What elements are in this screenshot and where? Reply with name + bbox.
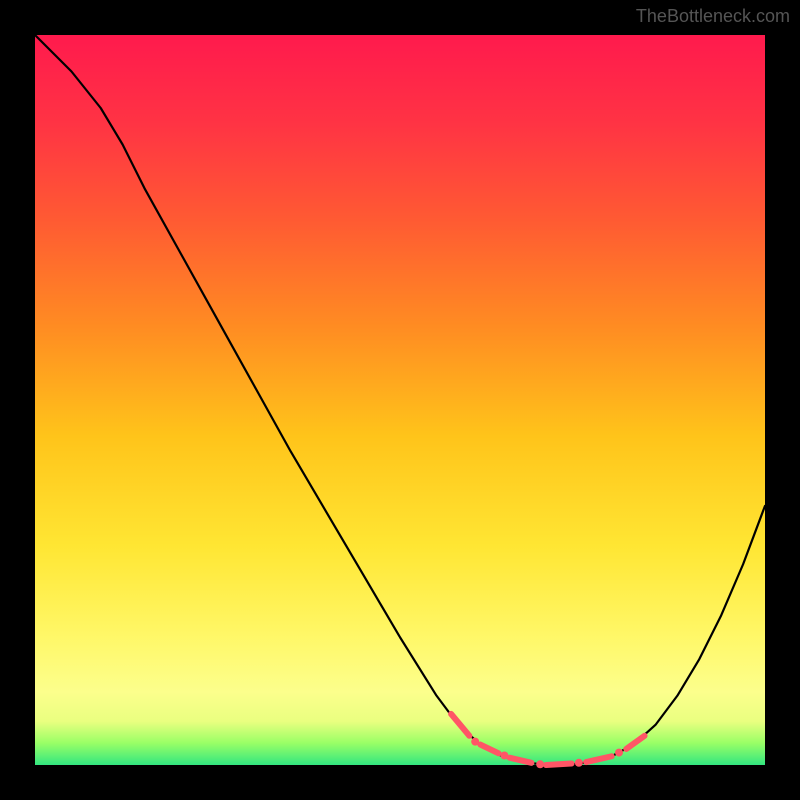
bottleneck-chart-svg: [0, 0, 800, 800]
chart-container: TheBottleneck.com: [0, 0, 800, 800]
chart-area: [0, 0, 800, 800]
watermark-text: TheBottleneck.com: [636, 6, 790, 27]
